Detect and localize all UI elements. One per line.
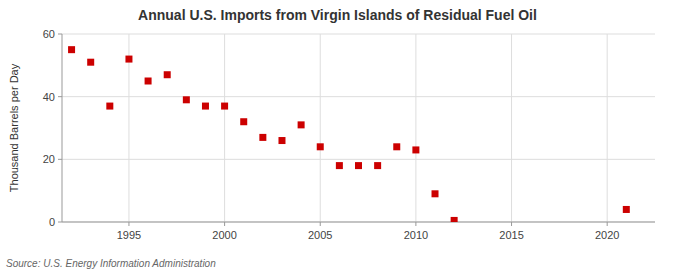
point [125, 56, 132, 63]
point [432, 190, 439, 197]
tick-mark [128, 222, 129, 226]
tick-label: 2015 [499, 229, 523, 241]
y-axis-line [62, 34, 63, 222]
tick-mark [320, 222, 321, 226]
point [87, 59, 94, 66]
point [164, 71, 171, 78]
tick-mark [58, 34, 62, 35]
point [317, 143, 324, 150]
x-axis-line [62, 222, 655, 223]
grid-line [415, 34, 416, 222]
point [183, 96, 190, 103]
tick-label: 60 [43, 28, 55, 40]
grid-line [607, 34, 608, 222]
point [393, 143, 400, 150]
tick-label: 2020 [595, 229, 619, 241]
point [298, 121, 305, 128]
point [145, 78, 152, 85]
source-note: Source: U.S. Energy Information Administ… [6, 258, 216, 269]
plot-area [68, 46, 630, 222]
grid-line [62, 222, 655, 223]
point [106, 103, 113, 110]
point [374, 162, 381, 169]
chart: Annual U.S. Imports from Virgin Islands … [0, 0, 675, 275]
tick-label: 40 [43, 91, 55, 103]
tick-label: 2005 [308, 229, 332, 241]
y-axis-label: Thousand Barrels per Day [8, 63, 20, 192]
point [221, 103, 228, 110]
point [240, 118, 247, 125]
point [278, 137, 285, 144]
grid-line [62, 96, 655, 97]
grid-line [224, 34, 225, 222]
tick-mark [607, 222, 608, 226]
grid-line [511, 34, 512, 222]
grid-line [320, 34, 321, 222]
point [412, 146, 419, 153]
tick-mark [224, 222, 225, 226]
point [68, 46, 75, 53]
point [202, 103, 209, 110]
point [451, 217, 458, 222]
tick-label: 1995 [117, 229, 141, 241]
grid-line [62, 34, 655, 35]
tick-mark [58, 96, 62, 97]
tick-mark [58, 159, 62, 160]
tick-label: 2000 [212, 229, 236, 241]
tick-mark [511, 222, 512, 226]
point [355, 162, 362, 169]
tick-label: 20 [43, 153, 55, 165]
grid-line [62, 159, 655, 160]
title: Annual U.S. Imports from Virgin Islands … [138, 7, 537, 23]
point [623, 206, 630, 213]
point [259, 134, 266, 141]
tick-label: 0 [49, 216, 55, 228]
tick-mark [58, 222, 62, 223]
point [336, 162, 343, 169]
tick-label: 2010 [404, 229, 428, 241]
tick-mark [415, 222, 416, 226]
